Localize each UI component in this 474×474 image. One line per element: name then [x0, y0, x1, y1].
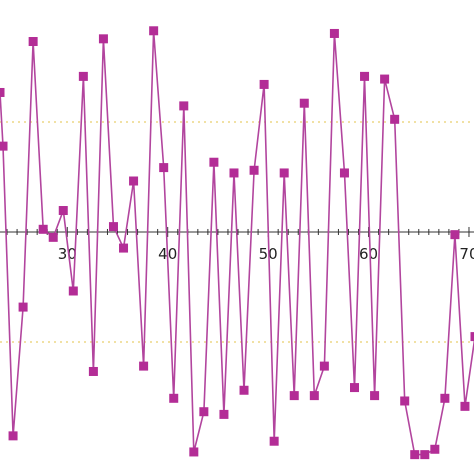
data-point	[319, 361, 329, 371]
data-point	[159, 163, 169, 173]
data-point	[219, 409, 229, 419]
data-point	[199, 407, 209, 417]
data-point	[189, 447, 199, 457]
data-point	[400, 396, 410, 406]
data-point	[410, 450, 420, 460]
data-point	[58, 206, 68, 216]
data-point	[360, 71, 370, 81]
data-point	[18, 302, 28, 312]
data-point	[380, 74, 390, 84]
data-point	[229, 168, 239, 178]
data-point	[269, 436, 279, 446]
data-point	[0, 141, 8, 151]
data-point	[309, 391, 319, 401]
data-point	[289, 391, 299, 401]
data-point	[78, 71, 88, 81]
data-point	[68, 286, 78, 296]
data-point	[279, 168, 289, 178]
data-point	[129, 176, 139, 186]
data-point	[209, 157, 219, 167]
data-series	[0, 26, 474, 460]
x-tick-label: 30	[58, 245, 77, 263]
data-point	[430, 444, 440, 454]
data-point	[98, 34, 108, 44]
data-point	[139, 361, 149, 371]
data-point	[149, 26, 159, 36]
data-point	[460, 401, 470, 411]
data-point	[420, 450, 430, 460]
data-point	[299, 98, 309, 108]
data-point	[249, 165, 259, 175]
series-line-0	[0, 29, 474, 456]
gridlines	[0, 121, 474, 343]
data-point	[329, 28, 339, 38]
data-point	[239, 385, 249, 395]
data-point	[119, 243, 129, 253]
data-point	[370, 391, 380, 401]
data-point	[0, 87, 5, 97]
data-point	[450, 230, 460, 240]
data-point	[349, 383, 359, 393]
data-point	[390, 114, 400, 124]
data-point	[48, 232, 58, 242]
data-point	[28, 37, 38, 47]
x-tick-label: 60	[359, 245, 378, 263]
data-point	[108, 222, 118, 232]
data-point	[339, 168, 349, 178]
data-point	[169, 393, 179, 403]
data-point	[259, 79, 269, 89]
data-point	[440, 393, 450, 403]
data-point	[38, 224, 48, 234]
data-point	[470, 332, 474, 342]
x-tick-label: 70	[459, 245, 474, 263]
data-point	[8, 431, 18, 441]
data-point	[179, 101, 189, 111]
data-point	[88, 366, 98, 376]
